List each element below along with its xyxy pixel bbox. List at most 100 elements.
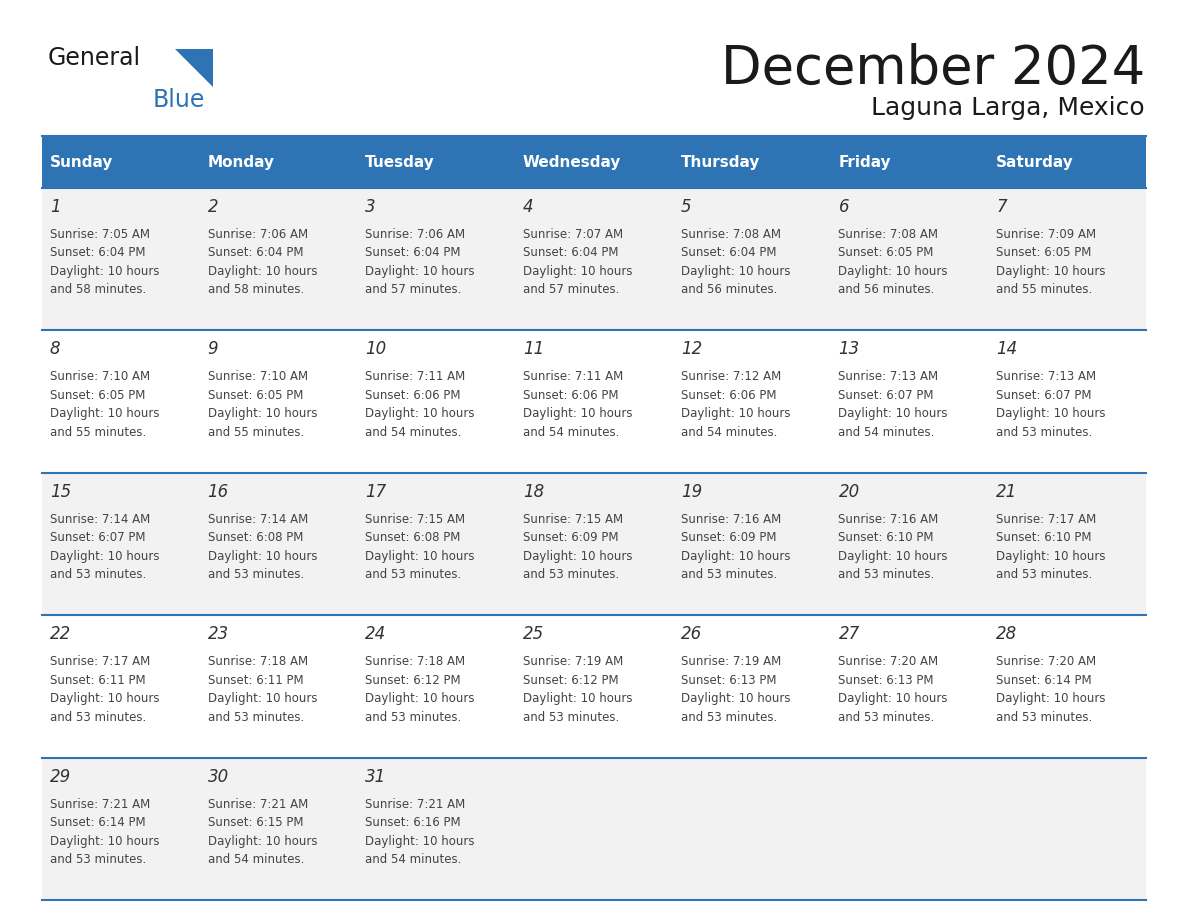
Text: 4: 4 xyxy=(523,198,533,216)
Bar xyxy=(516,615,672,757)
Text: Saturday: Saturday xyxy=(997,154,1074,170)
Text: and 54 minutes.: and 54 minutes. xyxy=(208,853,304,866)
Text: Sunrise: 7:05 AM: Sunrise: 7:05 AM xyxy=(50,228,150,241)
Text: 31: 31 xyxy=(366,767,386,786)
Text: Daylight: 10 hours: Daylight: 10 hours xyxy=(523,692,632,705)
Text: 25: 25 xyxy=(523,625,544,644)
Text: Sunset: 6:12 PM: Sunset: 6:12 PM xyxy=(366,674,461,687)
Text: Sunrise: 7:08 AM: Sunrise: 7:08 AM xyxy=(839,228,939,241)
Bar xyxy=(672,473,830,615)
Text: Daylight: 10 hours: Daylight: 10 hours xyxy=(366,692,475,705)
Text: Sunrise: 7:20 AM: Sunrise: 7:20 AM xyxy=(997,655,1097,668)
Text: 13: 13 xyxy=(839,341,860,358)
Text: Sunset: 6:13 PM: Sunset: 6:13 PM xyxy=(681,674,776,687)
Text: 6: 6 xyxy=(839,198,849,216)
Text: and 53 minutes.: and 53 minutes. xyxy=(681,568,777,581)
Text: Daylight: 10 hours: Daylight: 10 hours xyxy=(997,692,1106,705)
Bar xyxy=(358,757,516,900)
Text: Daylight: 10 hours: Daylight: 10 hours xyxy=(50,692,159,705)
Text: December 2024: December 2024 xyxy=(721,43,1145,95)
Text: and 53 minutes.: and 53 minutes. xyxy=(523,711,619,723)
Text: Sunset: 6:07 PM: Sunset: 6:07 PM xyxy=(50,532,145,544)
Text: Daylight: 10 hours: Daylight: 10 hours xyxy=(839,408,948,420)
Text: 5: 5 xyxy=(681,198,691,216)
Text: and 53 minutes.: and 53 minutes. xyxy=(997,568,1093,581)
Text: Daylight: 10 hours: Daylight: 10 hours xyxy=(839,692,948,705)
Text: Sunset: 6:06 PM: Sunset: 6:06 PM xyxy=(366,389,461,402)
Text: Daylight: 10 hours: Daylight: 10 hours xyxy=(50,408,159,420)
Text: Sunset: 6:09 PM: Sunset: 6:09 PM xyxy=(681,532,776,544)
Bar xyxy=(988,615,1146,757)
Text: Sunrise: 7:12 AM: Sunrise: 7:12 AM xyxy=(681,370,781,384)
Text: Daylight: 10 hours: Daylight: 10 hours xyxy=(208,834,317,847)
Text: Sunrise: 7:21 AM: Sunrise: 7:21 AM xyxy=(208,798,308,811)
Text: Sunrise: 7:17 AM: Sunrise: 7:17 AM xyxy=(997,513,1097,526)
Text: Daylight: 10 hours: Daylight: 10 hours xyxy=(208,408,317,420)
Text: Daylight: 10 hours: Daylight: 10 hours xyxy=(50,550,159,563)
Text: 22: 22 xyxy=(50,625,71,644)
Text: Daylight: 10 hours: Daylight: 10 hours xyxy=(523,550,632,563)
Text: and 53 minutes.: and 53 minutes. xyxy=(50,853,146,866)
Bar xyxy=(830,757,988,900)
Text: Sunset: 6:10 PM: Sunset: 6:10 PM xyxy=(839,532,934,544)
Text: Daylight: 10 hours: Daylight: 10 hours xyxy=(50,265,159,278)
Bar xyxy=(516,473,672,615)
Text: Sunrise: 7:10 AM: Sunrise: 7:10 AM xyxy=(208,370,308,384)
Text: Daylight: 10 hours: Daylight: 10 hours xyxy=(208,692,317,705)
Bar xyxy=(830,615,988,757)
Text: Daylight: 10 hours: Daylight: 10 hours xyxy=(681,265,790,278)
Text: 17: 17 xyxy=(366,483,386,501)
Text: Sunrise: 7:06 AM: Sunrise: 7:06 AM xyxy=(208,228,308,241)
Text: and 54 minutes.: and 54 minutes. xyxy=(839,426,935,439)
Text: Daylight: 10 hours: Daylight: 10 hours xyxy=(997,408,1106,420)
Text: Daylight: 10 hours: Daylight: 10 hours xyxy=(50,834,159,847)
Text: 1: 1 xyxy=(50,198,61,216)
Text: Sunset: 6:07 PM: Sunset: 6:07 PM xyxy=(997,389,1092,402)
Text: Daylight: 10 hours: Daylight: 10 hours xyxy=(681,550,790,563)
Text: 2: 2 xyxy=(208,198,219,216)
Text: 18: 18 xyxy=(523,483,544,501)
Text: Sunrise: 7:13 AM: Sunrise: 7:13 AM xyxy=(839,370,939,384)
Bar xyxy=(516,330,672,473)
Text: Sunset: 6:12 PM: Sunset: 6:12 PM xyxy=(523,674,619,687)
Text: Sunrise: 7:14 AM: Sunrise: 7:14 AM xyxy=(50,513,150,526)
Text: and 53 minutes.: and 53 minutes. xyxy=(366,711,462,723)
Text: Sunrise: 7:06 AM: Sunrise: 7:06 AM xyxy=(366,228,466,241)
Bar xyxy=(672,188,830,330)
Text: Sunset: 6:10 PM: Sunset: 6:10 PM xyxy=(997,532,1092,544)
Text: Sunset: 6:11 PM: Sunset: 6:11 PM xyxy=(50,674,145,687)
Text: 20: 20 xyxy=(839,483,860,501)
Text: Daylight: 10 hours: Daylight: 10 hours xyxy=(839,265,948,278)
Text: 8: 8 xyxy=(50,341,61,358)
Text: Thursday: Thursday xyxy=(681,154,760,170)
Bar xyxy=(42,615,200,757)
Bar xyxy=(672,330,830,473)
Text: Sunset: 6:07 PM: Sunset: 6:07 PM xyxy=(839,389,934,402)
Text: Sunday: Sunday xyxy=(50,154,113,170)
Bar xyxy=(358,615,516,757)
Text: Wednesday: Wednesday xyxy=(523,154,621,170)
Text: Sunset: 6:13 PM: Sunset: 6:13 PM xyxy=(839,674,934,687)
Bar xyxy=(200,136,358,188)
Bar xyxy=(830,473,988,615)
Text: Daylight: 10 hours: Daylight: 10 hours xyxy=(839,550,948,563)
Text: Sunrise: 7:21 AM: Sunrise: 7:21 AM xyxy=(50,798,150,811)
Text: Sunset: 6:05 PM: Sunset: 6:05 PM xyxy=(997,247,1092,260)
Bar xyxy=(516,136,672,188)
Text: 29: 29 xyxy=(50,767,71,786)
Text: 24: 24 xyxy=(366,625,386,644)
Text: Sunset: 6:16 PM: Sunset: 6:16 PM xyxy=(366,816,461,829)
Text: Daylight: 10 hours: Daylight: 10 hours xyxy=(208,550,317,563)
Text: Sunset: 6:04 PM: Sunset: 6:04 PM xyxy=(523,247,619,260)
Text: Sunrise: 7:15 AM: Sunrise: 7:15 AM xyxy=(366,513,466,526)
Bar xyxy=(988,473,1146,615)
Text: Sunrise: 7:15 AM: Sunrise: 7:15 AM xyxy=(523,513,624,526)
Bar xyxy=(358,136,516,188)
Text: Monday: Monday xyxy=(208,154,274,170)
Bar xyxy=(672,136,830,188)
Bar xyxy=(830,136,988,188)
Text: 9: 9 xyxy=(208,341,219,358)
Text: Sunset: 6:04 PM: Sunset: 6:04 PM xyxy=(50,247,145,260)
Bar xyxy=(988,757,1146,900)
Bar xyxy=(988,136,1146,188)
